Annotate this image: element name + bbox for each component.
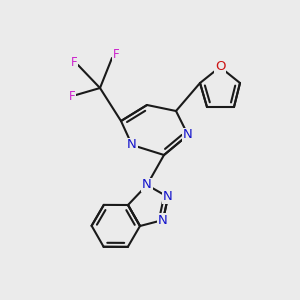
Text: N: N: [158, 214, 168, 226]
Text: N: N: [142, 178, 152, 191]
Text: N: N: [163, 190, 173, 203]
Text: F: F: [69, 91, 75, 103]
Text: N: N: [127, 139, 137, 152]
Text: F: F: [113, 49, 119, 62]
Text: O: O: [215, 61, 225, 74]
Text: F: F: [71, 56, 77, 68]
Text: N: N: [183, 128, 193, 142]
